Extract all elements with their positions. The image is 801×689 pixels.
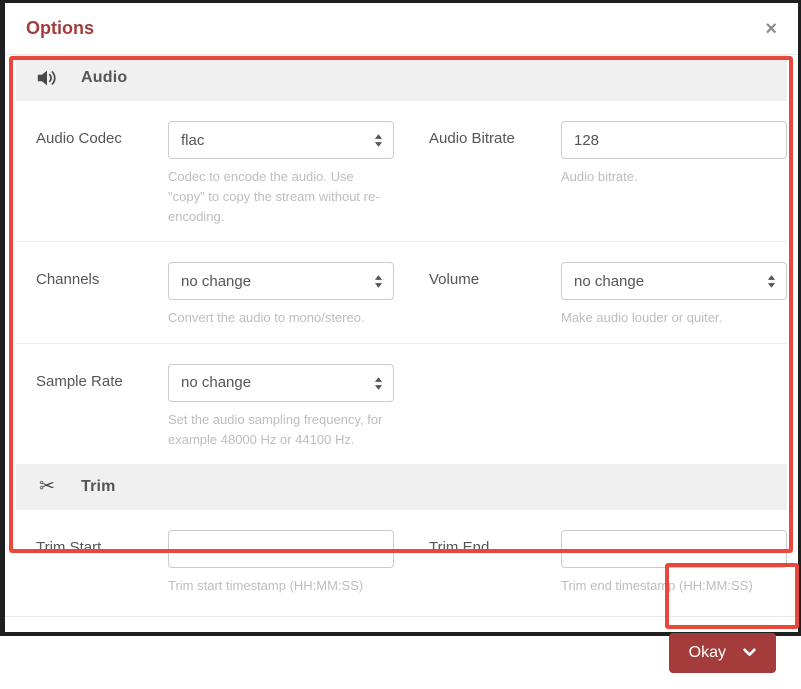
- volume-group: Volume no change Make audio louder or qu…: [396, 262, 787, 328]
- modal-footer: Okay: [5, 615, 798, 689]
- trim-end-label: Trim End: [429, 538, 490, 556]
- audio-section-header: Audio: [16, 55, 787, 101]
- audio-bitrate-input[interactable]: [561, 121, 787, 159]
- form-row-sample-rate: Sample Rate no change Set the audio samp…: [16, 344, 787, 464]
- volume-help: Make audio louder or quiter.: [561, 310, 723, 326]
- scissors-icon: ✂: [39, 476, 55, 498]
- modal-title: Options: [26, 18, 94, 38]
- volume-value: no change: [574, 272, 645, 290]
- up-down-arrows-icon: [374, 274, 383, 289]
- audio-codec-group: Audio Codec flac Codec to encode the aud…: [16, 121, 396, 227]
- audio-codec-help: Codec to encode the audio. Use "copy" to…: [168, 169, 380, 225]
- sample-rate-group: Sample Rate no change Set the audio samp…: [16, 363, 396, 450]
- channels-label: Channels: [36, 271, 100, 289]
- form-row-channels-volume: Channels no change Convert the audio to …: [16, 242, 787, 344]
- okay-button[interactable]: Okay: [668, 632, 776, 673]
- trim-end-help: Trim end timestamp (HH:MM:SS): [561, 577, 753, 593]
- close-icon[interactable]: ×: [765, 17, 777, 40]
- trim-start-label: Trim Start: [36, 538, 102, 556]
- volume-select[interactable]: no change: [561, 262, 787, 301]
- modal-header: Options ×: [5, 3, 798, 55]
- empty-cell: [396, 364, 787, 450]
- form-row-trim: Trim Start Trim start timestamp (HH:MM:S…: [16, 510, 787, 610]
- channels-group: Channels no change Convert the audio to …: [16, 262, 396, 328]
- audio-codec-label: Audio Codec: [36, 130, 122, 147]
- sample-rate-label: Sample Rate: [36, 372, 123, 390]
- okay-button-label: Okay: [688, 643, 726, 661]
- audio-codec-select[interactable]: flac: [168, 121, 394, 159]
- audio-bitrate-label: Audio Bitrate: [429, 130, 515, 147]
- volume-up-icon: [36, 68, 58, 88]
- channels-select[interactable]: no change: [168, 262, 394, 301]
- sample-rate-help: Set the audio sampling frequency, for ex…: [168, 411, 383, 447]
- up-down-arrows-icon: [374, 376, 383, 391]
- audio-bitrate-group: Audio Bitrate Audio bitrate.: [396, 121, 787, 227]
- trim-section-title: Trim: [81, 477, 116, 495]
- trim-start-help: Trim start timestamp (HH:MM:SS): [168, 577, 364, 593]
- trim-end-group: Trim End Trim end timestamp (HH:MM:SS): [396, 529, 787, 596]
- form-row-codec-bitrate: Audio Codec flac Codec to encode the aud…: [16, 101, 787, 243]
- up-down-arrows-icon: [374, 133, 383, 148]
- trim-start-input[interactable]: [168, 529, 394, 568]
- channels-help: Convert the audio to mono/stereo.: [168, 310, 365, 326]
- volume-label: Volume: [429, 271, 480, 289]
- sample-rate-select[interactable]: no change: [168, 363, 394, 402]
- trim-end-input[interactable]: [561, 529, 787, 568]
- trim-section-header: ✂ Trim: [16, 463, 787, 510]
- trim-start-group: Trim Start Trim start timestamp (HH:MM:S…: [16, 529, 396, 596]
- chevron-down-icon: [743, 648, 756, 657]
- sample-rate-value: no change: [181, 374, 252, 392]
- audio-codec-value: flac: [181, 131, 205, 149]
- audio-bitrate-help: Audio bitrate.: [561, 169, 638, 184]
- audio-section-title: Audio: [81, 69, 128, 86]
- channels-value: no change: [181, 272, 252, 290]
- modal-body: Audio Audio Codec flac Codec to encode t…: [5, 55, 798, 610]
- up-down-arrows-icon: [767, 274, 776, 289]
